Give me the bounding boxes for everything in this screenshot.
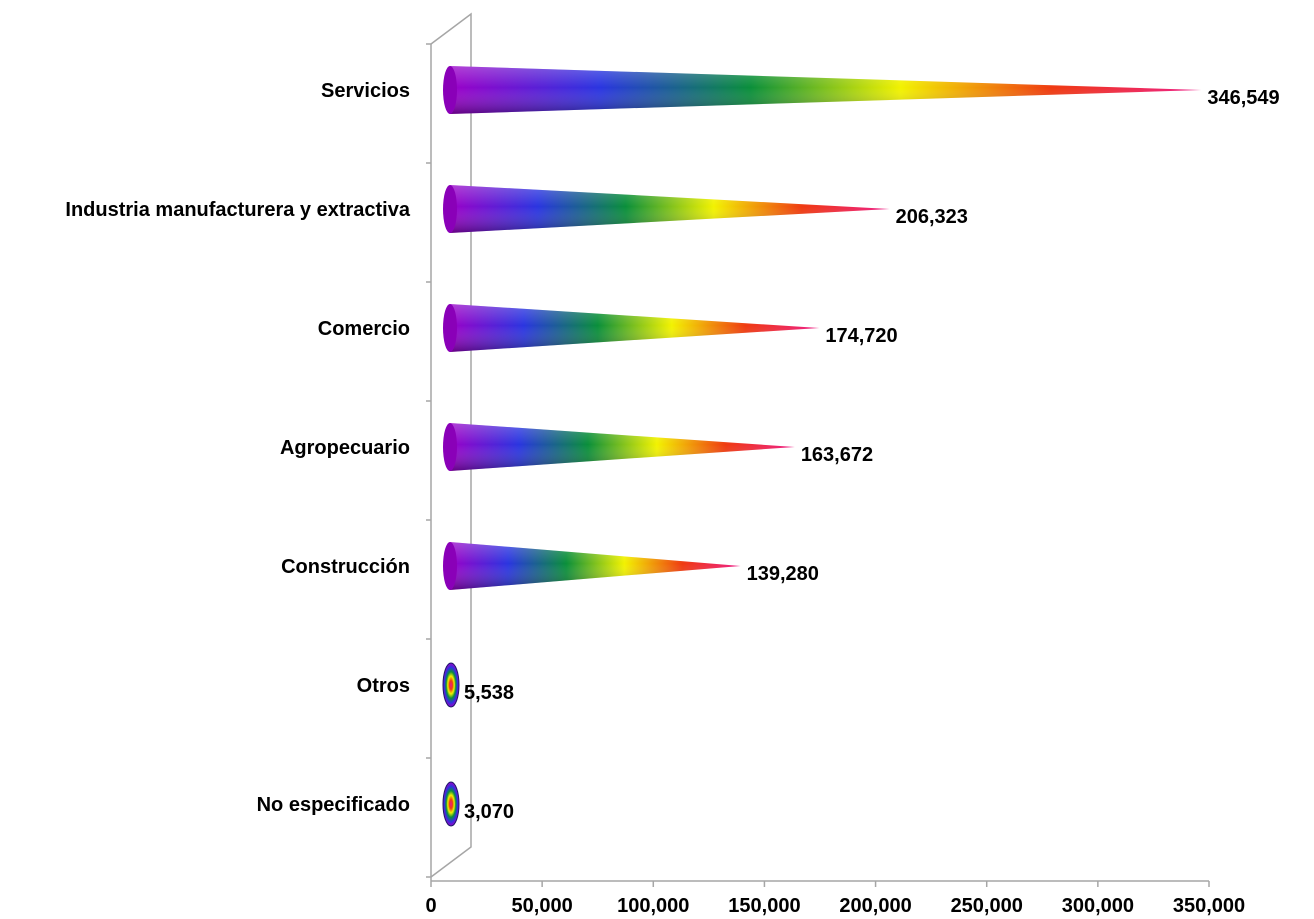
category-label: No especificado bbox=[257, 794, 410, 816]
x-tick-labels: 0 50,000 100,000 150,000 200,000 250,000 300,0… bbox=[425, 895, 1245, 917]
cone-bar bbox=[443, 185, 890, 233]
cone-shade bbox=[450, 423, 795, 471]
cone-shade bbox=[450, 66, 1202, 114]
category-label: Otros bbox=[357, 675, 410, 697]
cone-bar bbox=[443, 66, 1202, 114]
cone-bar bbox=[442, 662, 460, 708]
x-tick-label: 300,000 bbox=[1062, 895, 1134, 917]
value-label: 3,070 bbox=[464, 801, 514, 823]
category-label: Construcción bbox=[281, 556, 410, 578]
value-label: 346,549 bbox=[1207, 87, 1279, 109]
value-label: 5,538 bbox=[464, 682, 514, 704]
cone-shade bbox=[450, 304, 820, 352]
cone-shade bbox=[450, 542, 741, 590]
value-labels: 346,549 206,323 174,720 163,672 139,280 5,538… bbox=[464, 87, 1280, 823]
cone-base bbox=[443, 542, 457, 590]
cone-bar bbox=[443, 542, 741, 590]
x-tick-label: 200,000 bbox=[839, 895, 911, 917]
cone-bar bbox=[442, 781, 460, 827]
x-tick-label: 250,000 bbox=[951, 895, 1023, 917]
cone-base bbox=[443, 304, 457, 352]
category-label: Comercio bbox=[318, 318, 410, 340]
category-label: Industria manufacturera y extractiva bbox=[65, 199, 410, 221]
cone-shade bbox=[450, 185, 890, 233]
category-labels: Servicios Industria manufacturera y extra… bbox=[65, 80, 410, 816]
x-tick-label: 350,000 bbox=[1173, 895, 1245, 917]
value-label: 139,280 bbox=[747, 563, 819, 585]
cone-base bbox=[443, 185, 457, 233]
cone-base bbox=[443, 423, 457, 471]
cone-bar bbox=[443, 423, 795, 471]
cone-base bbox=[442, 662, 460, 708]
cone-base bbox=[443, 66, 457, 114]
value-label: 206,323 bbox=[896, 206, 968, 228]
value-label: 163,672 bbox=[801, 444, 873, 466]
category-label: Agropecuario bbox=[280, 437, 410, 459]
cone-bar bbox=[443, 304, 820, 352]
chart-cones bbox=[442, 66, 1202, 827]
value-label: 174,720 bbox=[825, 325, 897, 347]
x-tick-label: 50,000 bbox=[512, 895, 573, 917]
x-tick-label: 150,000 bbox=[728, 895, 800, 917]
category-label: Servicios bbox=[321, 80, 410, 102]
x-tick-label: 0 bbox=[425, 895, 436, 917]
x-tick-label: 100,000 bbox=[617, 895, 689, 917]
cone-base bbox=[442, 781, 460, 827]
